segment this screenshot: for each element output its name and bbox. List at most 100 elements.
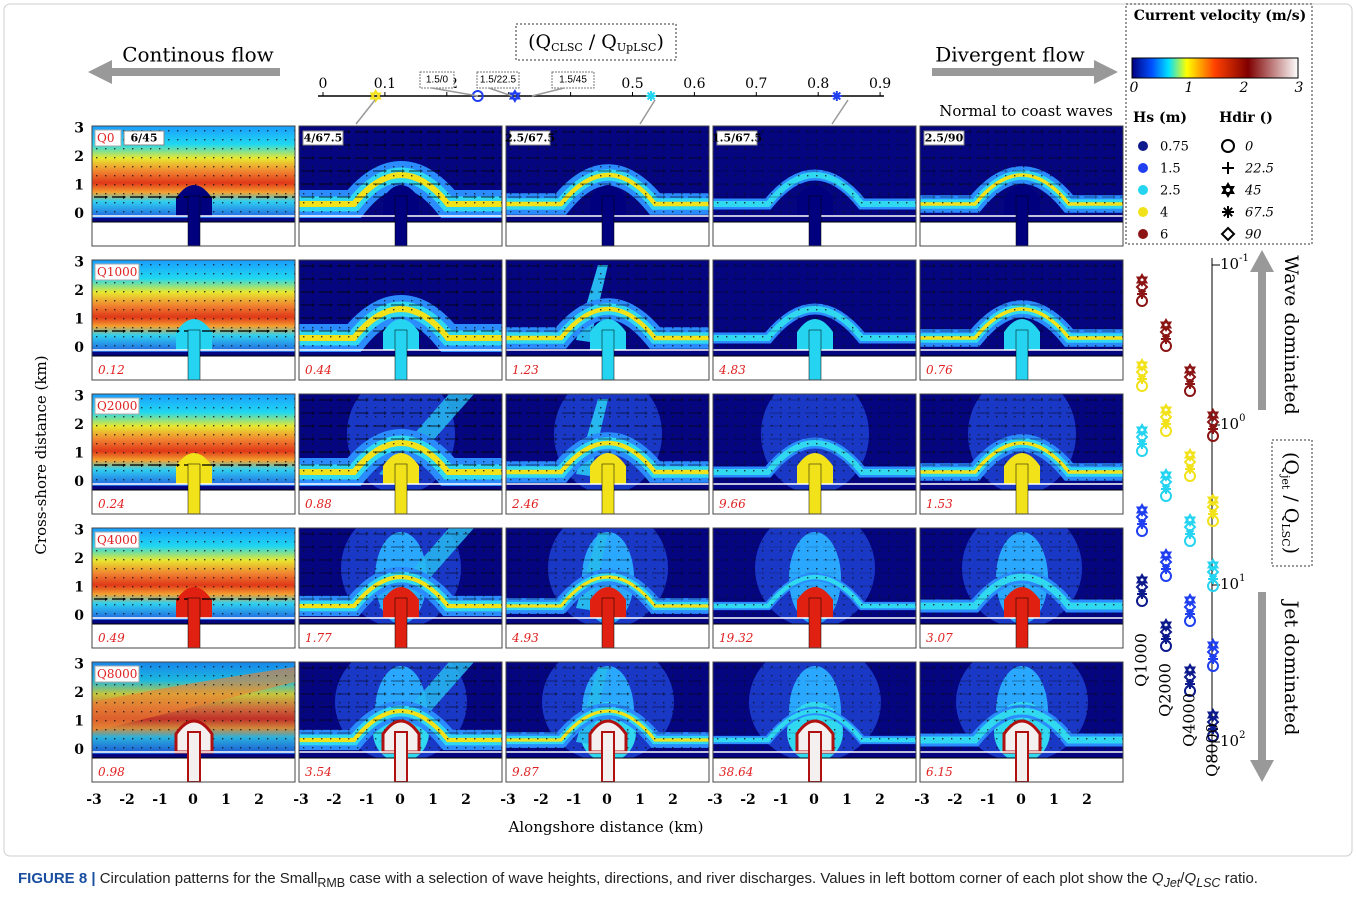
river — [394, 731, 408, 782]
caption-text: / — [1180, 870, 1185, 887]
discharge-label: Q4000 — [1180, 693, 1199, 747]
symbol — [1184, 685, 1196, 697]
panel-label: 1.5/67.5 — [712, 132, 762, 145]
symbol — [1207, 580, 1219, 592]
figure-frame — [3, 3, 1353, 857]
panel: 3.07 — [919, 527, 1124, 649]
ratio-label: 3.07 — [926, 631, 953, 645]
ratio-label: 4.93 — [511, 631, 539, 645]
ratio-label: 38.64 — [719, 765, 753, 779]
hs-label: 1.5 — [1160, 162, 1181, 177]
ratio-label: 1.23 — [512, 363, 539, 377]
panel-label: 2.5/67.5 — [505, 132, 555, 145]
panel: 2.5/67.5 — [505, 125, 710, 247]
river — [808, 329, 822, 380]
colorbar — [1131, 57, 1299, 79]
panel-field — [506, 662, 709, 782]
ratio-label: 9.87 — [512, 765, 539, 779]
panel: 6/45 Q0 — [91, 125, 296, 247]
caption-sub: LSC — [1196, 876, 1221, 890]
panel-field — [920, 528, 1123, 648]
symbol — [831, 91, 842, 101]
log-exp: 1 — [1239, 573, 1245, 584]
ratio-box — [509, 497, 545, 511]
x-tick-label: 0 — [809, 792, 819, 808]
title-sub: CLSC — [551, 41, 583, 54]
top-tick-label: 0.6 — [683, 76, 705, 92]
x-tick-label: -2 — [947, 792, 963, 808]
symbol — [1208, 724, 1218, 734]
panel: 1.5/67.5 — [712, 125, 917, 247]
x-tick-label: 1 — [842, 792, 852, 808]
row-label-box — [94, 129, 122, 147]
panel: 1.53 — [919, 393, 1124, 515]
log-exp: -1 — [1239, 253, 1249, 264]
river — [1015, 731, 1029, 782]
x-tick-label: -2 — [326, 792, 342, 808]
symbol — [1184, 385, 1196, 397]
hs-swatch — [1138, 229, 1148, 239]
symbol — [1185, 379, 1195, 389]
panel-frame — [712, 527, 917, 649]
panel: 3.54 — [298, 661, 503, 783]
panel-field — [920, 662, 1123, 782]
panel-frame — [919, 393, 1124, 515]
callout-label: 1.5/22.5 — [480, 75, 517, 86]
hdir-label: 45 — [1244, 184, 1262, 199]
ratio-part: ) — [1280, 547, 1302, 554]
river — [1015, 597, 1029, 648]
log-tick-label: 100 — [1220, 413, 1245, 434]
log-tick-label: 101 — [1220, 573, 1245, 594]
y-tick-label: 2 — [74, 283, 84, 299]
caption-text: Q — [1184, 870, 1197, 887]
arrow-right — [932, 60, 1118, 84]
x-tick-label: -1 — [980, 792, 996, 808]
symbol — [1159, 406, 1173, 418]
ratio-label: 9.66 — [719, 497, 746, 511]
row-label: Q2000 — [97, 399, 137, 413]
river — [187, 195, 201, 246]
y-tick-label: 1 — [74, 446, 84, 462]
river — [808, 195, 822, 246]
panel-frame — [91, 527, 296, 649]
panel-field — [299, 394, 502, 514]
x-tick-label: -2 — [740, 792, 756, 808]
callout-box — [476, 71, 520, 89]
symbol — [508, 89, 521, 100]
panel-field — [920, 260, 1123, 380]
caption-text: ratio. — [1220, 870, 1258, 887]
log-base: 10 — [1220, 575, 1239, 593]
x-tick-label: 2 — [668, 792, 678, 808]
ratio-box — [716, 631, 752, 645]
y-tick-label: 2 — [74, 417, 84, 433]
symbol — [1136, 445, 1148, 457]
symbol — [1206, 561, 1220, 573]
symbol — [1137, 519, 1147, 529]
symbol — [1135, 576, 1149, 588]
panel-field — [713, 126, 916, 246]
colorbar-title: Current velocity (m/s) — [1134, 8, 1307, 24]
hs-swatch — [1138, 163, 1148, 173]
symbol — [1135, 506, 1149, 518]
symbol — [369, 88, 382, 100]
river — [601, 731, 615, 782]
ratio-label: 0.24 — [98, 497, 125, 511]
row-label: Q4000 — [97, 533, 137, 547]
hs-swatch — [1138, 141, 1148, 151]
panel-field — [713, 528, 916, 648]
panel-frame — [919, 661, 1124, 783]
symbol — [1183, 366, 1197, 378]
callout-box — [551, 71, 595, 89]
jet-dominated: Jet dominated — [1280, 599, 1302, 736]
panel: 0.98 Q8000 — [91, 661, 296, 783]
ratio-label: 0.49 — [98, 631, 125, 645]
caption-sub: Jet — [1163, 876, 1181, 890]
arrow-left — [88, 60, 280, 84]
title-sub: UpLSC — [617, 41, 657, 54]
colorbar-tick: 3 — [1295, 80, 1304, 96]
callout-line — [831, 99, 849, 125]
panel: 0.44 — [298, 259, 503, 381]
panel: 1.23 — [505, 259, 710, 381]
panel-field — [299, 528, 502, 648]
discharge-label: Q2000 — [1156, 663, 1175, 717]
